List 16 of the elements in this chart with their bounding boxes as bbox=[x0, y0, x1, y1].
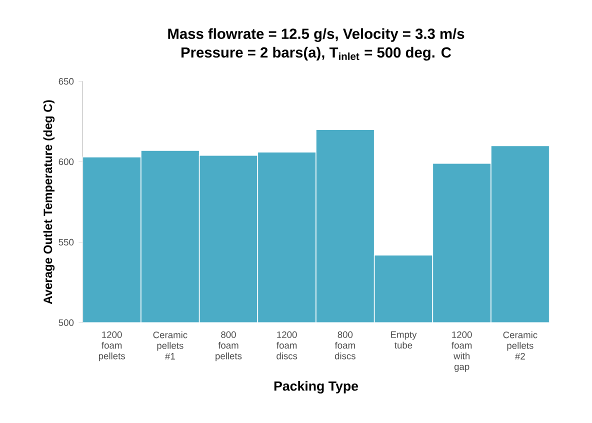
x-tick-label: 800 foam pellets bbox=[216, 332, 242, 362]
y-tick-label: 500 bbox=[58, 320, 74, 326]
x-tick-label: 1200 foam with gap bbox=[452, 332, 472, 372]
x-tick-label: 800 foam discs bbox=[334, 332, 356, 360]
y-tick-label: 550 bbox=[58, 239, 74, 246]
x-axis-title: Packing Type bbox=[274, 381, 358, 394]
x-tick-label: Ceramic pellets #2 bbox=[503, 332, 538, 360]
x-tick-label: Empty tube bbox=[391, 332, 417, 349]
y-axis-title: Average Outlet Temperature (deg C) bbox=[43, 100, 55, 304]
y-tick-label: 600 bbox=[58, 158, 74, 166]
x-tick-label: 1200 foam discs bbox=[276, 332, 298, 360]
y-tick-label: 650 bbox=[58, 78, 74, 85]
chart-title: Mass flowrate = 12.5 g/s, Velocity = 3.3 m/s bbox=[168, 28, 464, 42]
x-tick-label: 1200 foam pellets bbox=[98, 332, 125, 362]
x-tick-label: Ceramic pellets #1 bbox=[153, 332, 188, 360]
chart-subtitle: Pressure = 2 bars(a), T$_{inlet}$ = 500 deg. C bbox=[182, 47, 452, 61]
